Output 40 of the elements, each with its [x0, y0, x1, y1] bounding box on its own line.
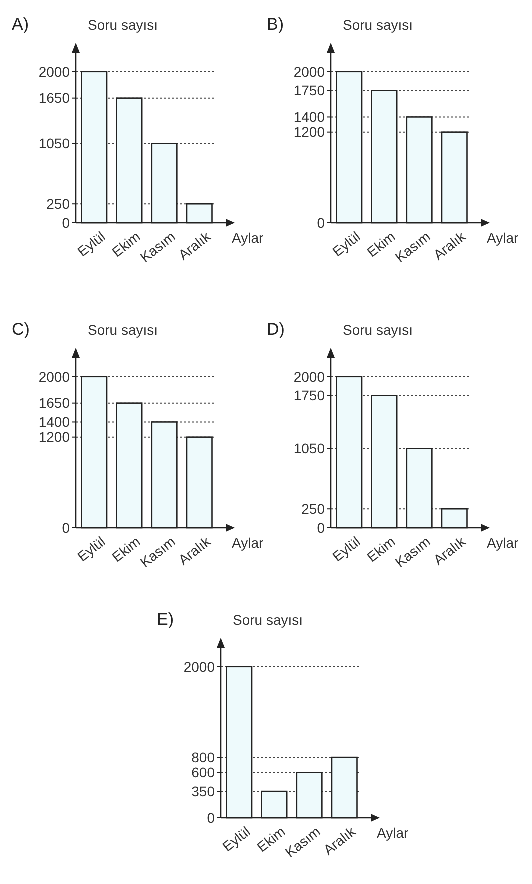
x-axis-title: Aylar: [232, 535, 264, 551]
y-tick-label: 800: [192, 749, 216, 766]
y-tick-label: 1650: [38, 90, 70, 106]
y-tick-label: 2000: [38, 64, 70, 80]
x-axis-title: Aylar: [487, 535, 519, 551]
chart-title: D): [267, 320, 285, 339]
y-tick-label: 1400: [294, 109, 326, 126]
y-tick-label: 1650: [38, 395, 70, 412]
chart-title: C): [12, 320, 30, 339]
y-tick-label: 1050: [294, 440, 326, 457]
x-axis-title: Aylar: [487, 230, 519, 246]
y-tick-label: 2000: [184, 658, 216, 675]
y-axis-title: Soru sayısı: [233, 612, 304, 628]
y-axis-title: Soru sayısı: [343, 17, 414, 33]
y-tick-label: 1200: [38, 429, 70, 446]
y-tick-label: 600: [192, 764, 216, 781]
y-tick-label: 0: [207, 810, 216, 826]
chart-title: B): [267, 15, 284, 34]
y-tick-label: 1050: [38, 136, 70, 152]
chart-title: A): [12, 15, 29, 34]
y-tick-label: 250: [302, 501, 326, 518]
y-tick-label: 0: [62, 214, 70, 231]
x-axis-title: Aylar: [232, 230, 264, 246]
y-tick-label: 2000: [38, 368, 70, 385]
y-tick-label: 0: [317, 520, 326, 536]
y-tick-label: 350: [192, 783, 216, 800]
x-axis-title: Aylar: [377, 825, 409, 841]
y-tick-label: 1400: [38, 414, 70, 430]
y-tick-label: 1750: [294, 388, 326, 404]
y-tick-label: 1750: [294, 82, 326, 99]
y-tick-label: 0: [317, 214, 326, 231]
y-tick-label: 1200: [294, 124, 326, 140]
y-axis-title: Soru sayısı: [88, 322, 158, 338]
chart-title: E): [157, 610, 174, 629]
y-tick-label: 2000: [294, 64, 326, 80]
y-axis-title: Soru sayısı: [88, 17, 158, 33]
y-tick-label: 250: [46, 196, 70, 212]
y-tick-label: 0: [62, 520, 70, 536]
y-tick-label: 2000: [294, 368, 326, 385]
y-axis-title: Soru sayısı: [343, 322, 414, 338]
